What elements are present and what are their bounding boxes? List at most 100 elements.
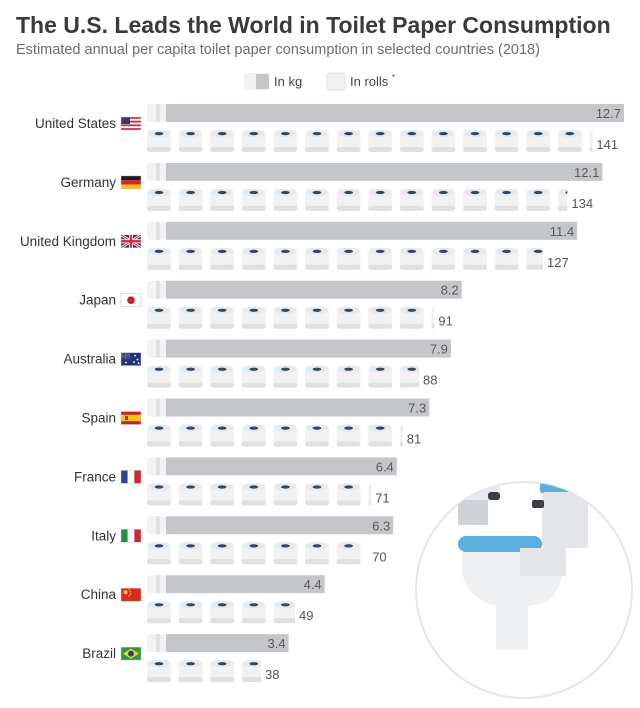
row-germany: Germany 12.1 134 <box>60 162 603 211</box>
roll-bottom-edge <box>241 264 266 270</box>
roll-bottom-edge <box>273 147 298 152</box>
roll-bottom-edge <box>147 323 171 329</box>
kg-bar-roll-edge <box>156 339 160 358</box>
roll-icon <box>210 247 235 270</box>
flag-de <box>120 175 142 190</box>
roll-core <box>154 544 164 548</box>
roll-core <box>154 662 164 666</box>
roll-icon <box>210 542 235 565</box>
roll-icon <box>336 130 361 152</box>
roll-core <box>502 190 511 195</box>
rolls-value-label-germany: 134 <box>571 196 593 211</box>
roll-bottom-edge <box>305 500 329 506</box>
roll-bottom-edge <box>178 677 203 683</box>
roll-core <box>217 485 227 489</box>
kg-bar-japan <box>166 280 462 299</box>
partial-roll <box>431 306 435 329</box>
roll-icon <box>178 660 203 683</box>
roll-core <box>407 367 417 371</box>
roll-bottom-edge <box>210 205 235 211</box>
flag-star <box>136 358 139 361</box>
kg-value-label-china: 4.4 <box>304 577 322 592</box>
roll-core <box>249 190 259 195</box>
flag-band <box>127 470 135 484</box>
roll-core <box>249 308 259 312</box>
roll-core <box>533 249 543 253</box>
roll-icon <box>399 247 424 270</box>
roll-bottom-edge <box>526 147 551 152</box>
roll-icon <box>241 188 266 211</box>
legend-item-kg: In kg <box>244 73 302 90</box>
roll-icon <box>210 660 235 683</box>
roll-bottom-edge <box>178 618 203 624</box>
roll-bottom-edge <box>147 147 171 152</box>
roll-bottom-edge <box>305 147 329 152</box>
roll-core <box>154 308 164 312</box>
roll-icon <box>557 130 582 152</box>
flag-us <box>120 116 142 131</box>
rolls-value-label-australia: 88 <box>423 373 437 388</box>
roll-bottom-edge <box>273 382 298 388</box>
roll-core <box>312 249 322 253</box>
roll-icon <box>336 247 361 270</box>
roll-core <box>186 485 196 489</box>
roll-bottom-edge <box>557 205 568 211</box>
kg-bar-roll-edge <box>156 457 160 476</box>
chart-rows: United States 12.7 141 Germany 12.1 134 United… <box>20 104 624 683</box>
roll-icon <box>368 130 393 152</box>
roll-icon <box>147 130 171 152</box>
roll-icon <box>210 483 235 506</box>
flag-border <box>120 293 142 307</box>
row-united-kingdom: United Kingdom 11.4 127 <box>20 221 578 270</box>
roll-bottom-edge <box>273 559 298 565</box>
kg-value-label-united-states: 12.7 <box>596 106 621 121</box>
kg-value-label-spain: 7.3 <box>408 401 426 416</box>
roll-icon-partial <box>557 188 568 211</box>
flag-star <box>133 361 135 363</box>
roll-top <box>590 131 593 136</box>
flag-band <box>121 184 141 189</box>
roll-bottom-edge <box>178 382 203 388</box>
roll-body <box>368 483 372 506</box>
flag-stripe <box>121 124 141 127</box>
roll-core <box>502 132 511 136</box>
roll-icon <box>147 424 171 447</box>
roll-bottom-edge <box>273 618 295 624</box>
roll-bottom-edge <box>336 147 361 152</box>
roll-core <box>217 190 227 195</box>
roll-core <box>217 603 227 607</box>
country-label-brazil: Brazil <box>82 646 116 661</box>
roll-bottom-edge <box>178 323 203 329</box>
roll-icon <box>178 424 203 447</box>
roll-icon <box>178 542 203 565</box>
roll-icon <box>368 247 393 270</box>
roll-icon <box>241 483 266 506</box>
roll-icon <box>178 130 203 152</box>
roll-top <box>558 188 568 197</box>
roll-icon <box>399 306 424 329</box>
kg-bar-brazil <box>166 634 289 653</box>
flag-star <box>129 593 132 595</box>
country-label-china: China <box>81 587 117 602</box>
roll-bottom-edge <box>336 441 361 447</box>
wall-toilet-roll <box>458 500 488 525</box>
roll-bottom-edge <box>368 264 393 270</box>
roll-bottom-edge <box>399 323 424 329</box>
roll-bottom-edge <box>241 677 262 683</box>
roll-core <box>186 603 196 607</box>
roll-core <box>281 190 290 195</box>
roll-core <box>407 190 417 195</box>
roll-icon <box>368 424 393 447</box>
roll-icon <box>305 424 329 447</box>
roll-bottom-edge <box>147 677 171 683</box>
flag-border <box>120 587 142 602</box>
roll-icon <box>273 424 298 447</box>
roll-body <box>399 424 403 447</box>
roll-core <box>249 544 259 548</box>
roll-core <box>439 190 448 195</box>
roll-icon <box>305 542 329 565</box>
roll-icon <box>336 306 361 329</box>
flag-emblem <box>125 416 128 420</box>
roll-core <box>407 427 416 430</box>
